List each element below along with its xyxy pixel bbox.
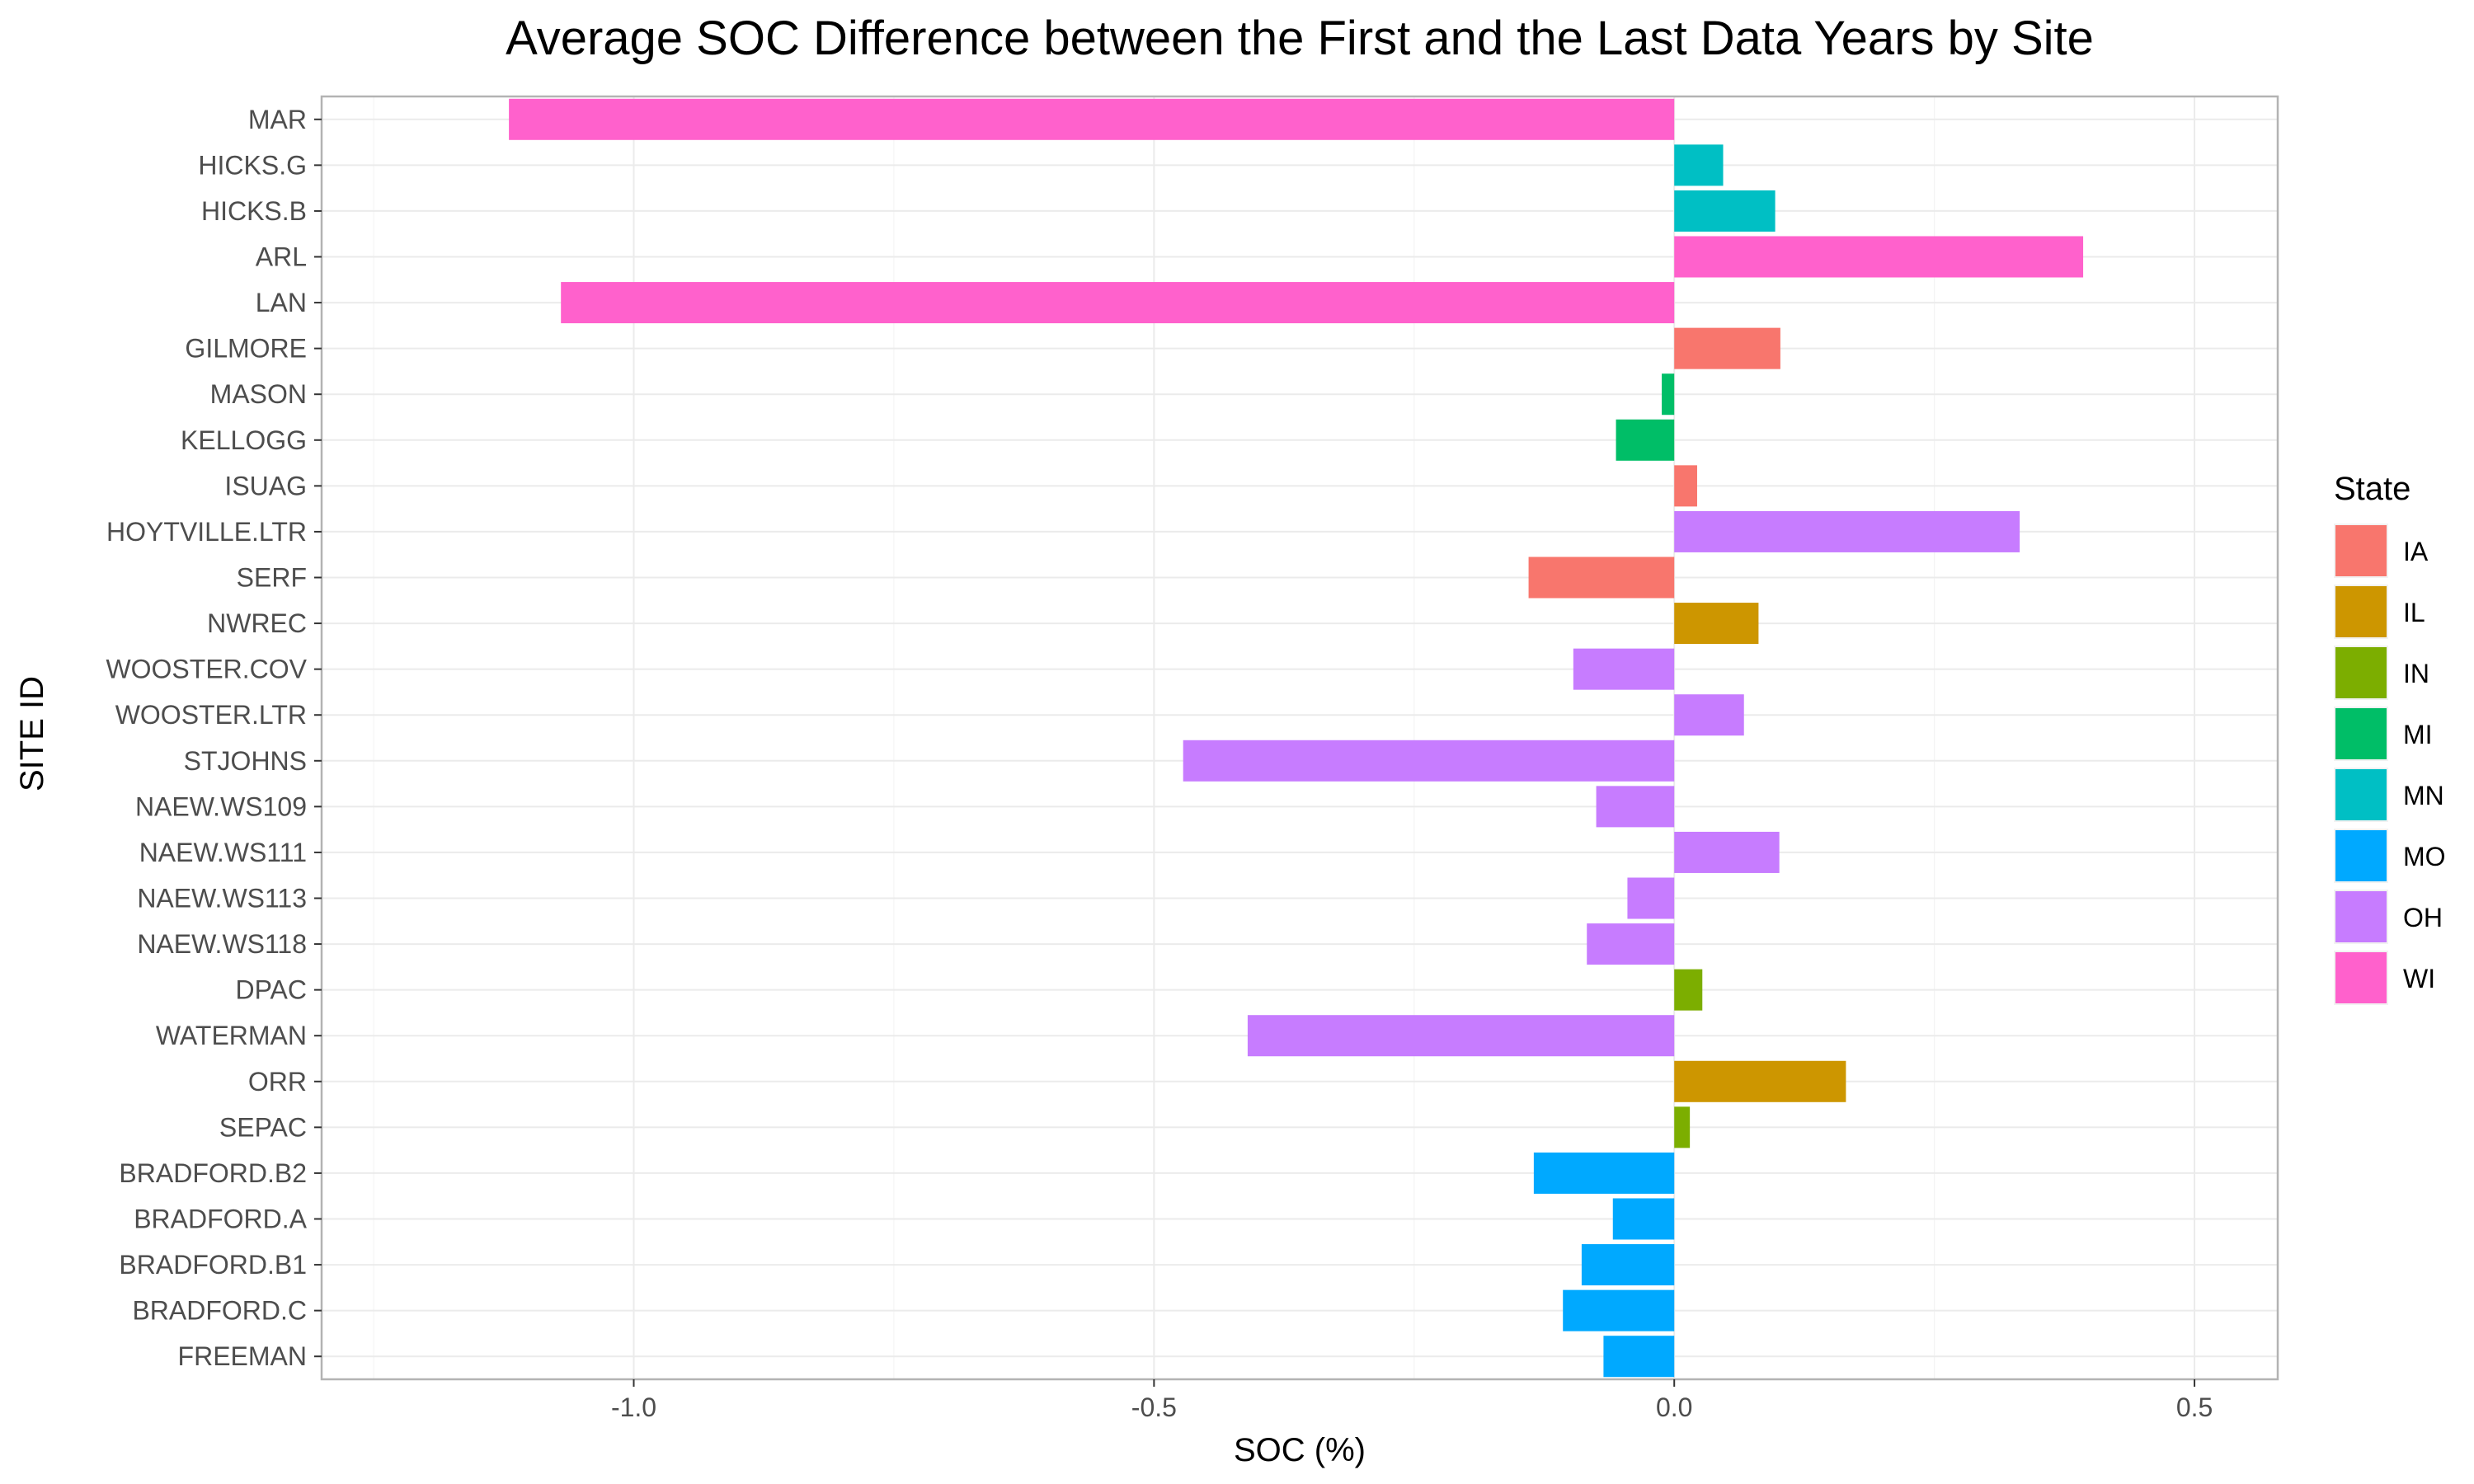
bar-bradford-a [1612,1198,1675,1240]
bar-waterman [1247,1015,1675,1057]
bar-bradford-c [1563,1289,1675,1331]
bar-wooster-cov [1573,648,1675,690]
y-tick-label: HICKS.G [198,150,307,180]
y-tick-label: ARL [256,242,307,272]
legend: State IA IL IN MI MN MO OH WI [2334,471,2446,1005]
y-tick-label: STJOHNS [184,746,307,776]
bar-arl [1674,236,2084,278]
bar-nwrec [1674,603,1759,645]
y-tick-label: BRADFORD.B2 [119,1158,307,1188]
y-tick-label: BRADFORD.B1 [119,1250,307,1280]
y-tick-label: NAEW.WS111 [139,838,307,867]
y-tick-label: SEPAC [219,1112,307,1142]
bar-mar [509,98,1675,140]
legend-label-mn: MN [2403,781,2444,810]
legend-label-in: IN [2403,659,2429,688]
bar-isuag [1674,465,1697,507]
bar-orr [1674,1060,1846,1102]
legend-key-mi [2335,708,2387,759]
legend-label-wi: WI [2403,964,2435,993]
y-tick-label: MAR [248,105,307,134]
bar-hicks-g [1674,144,1724,186]
legend-key-mo [2335,830,2387,881]
y-tick-label: ISUAG [224,471,307,500]
y-tick-label: ORR [248,1067,307,1097]
bar-stjohns [1183,740,1675,782]
legend-key-in [2335,647,2387,698]
y-tick-label: LAN [256,288,307,317]
bar-serf [1528,556,1675,599]
x-tick-label: -1.0 [611,1392,656,1422]
legend-label-mo: MO [2403,842,2446,871]
panel-border [320,95,2279,1381]
legend-key-oh [2335,891,2387,942]
legend-label-ia: IA [2403,537,2429,566]
chart-title: Average SOC Difference between the First… [506,12,2094,65]
bar-dpac [1674,969,1703,1011]
x-axis-title: SOC (%) [1234,1432,1366,1468]
y-tick-label: SERF [237,563,307,593]
x-tick-label: -0.5 [1131,1392,1177,1422]
y-tick-label: NAEW.WS118 [137,929,307,959]
legend-label-mi: MI [2403,720,2433,749]
legend-label-oh: OH [2403,903,2443,932]
bar-bradford-b2 [1533,1152,1675,1194]
bar-lan [561,282,1675,324]
y-tick-label: GILMORE [185,334,307,364]
legend-key-mn [2335,769,2387,820]
y-tick-label: FREEMAN [178,1341,307,1371]
bar-freeman [1603,1336,1675,1378]
bars [509,98,2084,1378]
legend-title: State [2334,471,2411,507]
bar-hoytville-ltr [1674,510,2020,552]
bar-hicks-b [1674,190,1776,232]
legend-key-wi [2335,952,2387,1003]
bar-gilmore [1674,327,1780,369]
y-tick-label: KELLOGG [181,425,307,455]
x-axis-tick-labels: -1.0 -0.5 0.0 0.5 [611,1379,2213,1422]
legend-label-il: IL [2403,598,2425,627]
y-tick-label: BRADFORD.C [132,1296,307,1326]
y-tick-label: BRADFORD.A [134,1205,307,1234]
bar-mason [1662,373,1675,416]
y-tick-label: NWREC [207,608,307,638]
legend-key-ia [2335,525,2387,576]
legend-key-il [2335,586,2387,637]
bar-bradford-b1 [1581,1244,1675,1286]
y-tick-label: NAEW.WS109 [135,791,307,821]
y-tick-label: WOOSTER.LTR [115,700,307,730]
bar-naew-ws111 [1674,831,1780,873]
x-tick-label: 0.5 [2176,1392,2213,1422]
y-tick-label: DPAC [235,975,307,1005]
y-tick-label: WOOSTER.COV [106,655,307,684]
y-tick-label: MASON [210,379,307,409]
bar-kellogg [1616,419,1675,461]
y-tick-label: NAEW.WS113 [137,884,307,913]
bar-naew-ws109 [1596,786,1675,828]
bar-sepac [1674,1106,1691,1148]
bar-naew-ws113 [1627,877,1675,919]
y-axis-title: SITE ID [14,676,50,791]
bar-naew-ws118 [1587,923,1675,965]
bar-wooster-ltr [1674,694,1744,736]
y-tick-label: WATERMAN [156,1021,307,1050]
y-tick-label: HOYTVILLE.LTR [106,517,307,547]
x-tick-label: 0.0 [1656,1392,1692,1422]
y-axis-tick-labels: MAR HICKS.G HICKS.B ARL LAN GILMORE MASON KELLO… [106,105,322,1371]
y-tick-label: HICKS.B [201,196,307,226]
